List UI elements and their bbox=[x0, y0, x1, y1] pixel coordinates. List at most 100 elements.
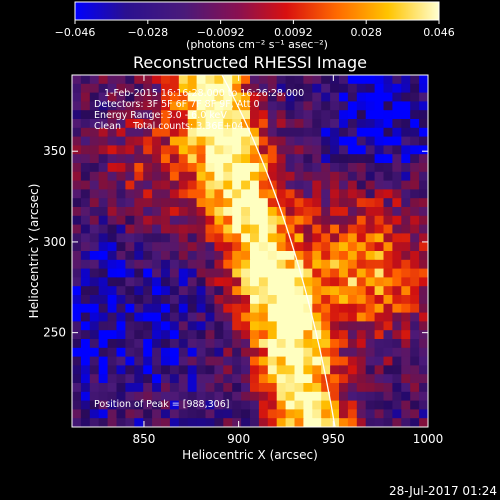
heatmap-cell bbox=[223, 110, 233, 120]
heatmap-cell bbox=[321, 418, 331, 427]
heatmap-cell bbox=[161, 295, 171, 305]
heatmap-cell bbox=[347, 75, 358, 85]
heatmap-cell bbox=[374, 303, 385, 314]
heatmap-cell bbox=[205, 286, 215, 296]
heatmap-cell bbox=[312, 127, 322, 138]
heatmap-cell bbox=[107, 286, 118, 296]
heatmap-cell bbox=[80, 356, 91, 366]
heatmap-cell bbox=[276, 330, 287, 340]
heatmap-cell bbox=[187, 207, 198, 217]
heatmap-cell bbox=[321, 233, 331, 243]
heatmap-cell bbox=[392, 101, 402, 111]
heatmap-cell bbox=[258, 233, 269, 243]
heatmap-cell bbox=[250, 268, 260, 278]
heatmap-cell bbox=[258, 312, 269, 322]
heatmap-cell bbox=[383, 356, 393, 366]
heatmap-cell bbox=[365, 339, 376, 349]
heatmap-cell bbox=[143, 92, 153, 102]
heatmap-cell bbox=[178, 286, 189, 296]
heatmap-cell bbox=[72, 391, 82, 402]
heatmap-cell bbox=[312, 224, 322, 234]
heatmap-cell bbox=[89, 383, 100, 393]
heatmap-cell bbox=[365, 207, 376, 217]
heatmap-cell bbox=[89, 171, 100, 182]
heatmap-cell bbox=[134, 242, 144, 252]
heatmap-cell bbox=[250, 347, 260, 358]
heatmap-cell bbox=[321, 400, 331, 410]
heatmap-cell bbox=[98, 180, 109, 190]
heatmap-cell bbox=[294, 339, 304, 349]
heatmap-cell bbox=[134, 321, 144, 331]
heatmap-cell bbox=[89, 339, 100, 349]
heatmap-cell bbox=[214, 189, 224, 199]
heatmap-cell bbox=[356, 101, 367, 111]
heatmap-cell bbox=[98, 356, 109, 366]
heatmap-cell bbox=[187, 330, 198, 340]
x-tick-label: 950 bbox=[322, 432, 345, 446]
heatmap-cell bbox=[72, 224, 82, 234]
heatmap-cell bbox=[410, 347, 420, 358]
heatmap-cell bbox=[339, 268, 349, 278]
heatmap-cell bbox=[241, 171, 251, 182]
heatmap-cell bbox=[223, 145, 233, 155]
heatmap-cell bbox=[267, 251, 278, 261]
heatmap-cell bbox=[294, 365, 304, 375]
heatmap-cell bbox=[294, 268, 304, 278]
heatmap-cell bbox=[241, 180, 251, 190]
heatmap-cell bbox=[339, 83, 349, 94]
heatmap-cell bbox=[107, 207, 118, 217]
heatmap-cell bbox=[214, 400, 224, 410]
heatmap-cell bbox=[196, 277, 207, 287]
heatmap-cell bbox=[285, 171, 296, 182]
x-axis-label: Heliocentric X (arcsec) bbox=[182, 448, 318, 462]
heatmap-cell bbox=[241, 83, 251, 94]
heatmap-cell bbox=[161, 145, 171, 155]
heatmap-cell bbox=[169, 136, 180, 146]
heatmap-cell bbox=[223, 189, 233, 199]
heatmap-cell bbox=[365, 145, 376, 155]
heatmap-cell bbox=[294, 207, 304, 217]
heatmap-cell bbox=[392, 180, 402, 190]
heatmap-cell bbox=[107, 198, 118, 208]
heatmap-cell bbox=[152, 356, 162, 366]
heatmap-cell bbox=[241, 374, 251, 384]
heatmap-cell bbox=[72, 251, 82, 261]
heatmap-cell bbox=[89, 215, 100, 226]
heatmap-cell bbox=[232, 198, 242, 208]
heatmap-cell bbox=[356, 110, 367, 120]
heatmap-cell bbox=[196, 268, 207, 278]
heatmap-cell bbox=[339, 374, 349, 384]
heatmap-cell bbox=[161, 110, 171, 120]
heatmap-cell bbox=[419, 383, 428, 393]
heatmap-cell bbox=[178, 163, 189, 173]
heatmap-cell bbox=[303, 110, 313, 120]
heatmap-cell bbox=[276, 145, 287, 155]
heatmap-cell bbox=[303, 154, 313, 164]
heatmap-cell bbox=[383, 251, 393, 261]
heatmap-cell bbox=[347, 145, 358, 155]
heatmap-cell bbox=[107, 374, 118, 384]
heatmap-cell bbox=[392, 251, 402, 261]
heatmap-cell bbox=[419, 312, 428, 322]
heatmap-cell bbox=[205, 418, 215, 427]
heatmap-cell bbox=[258, 180, 269, 190]
heatmap-cell bbox=[178, 207, 189, 217]
heatmap-cell bbox=[392, 409, 402, 419]
heatmap-cell bbox=[267, 75, 278, 85]
heatmap-cell bbox=[116, 409, 126, 419]
heatmap-cell bbox=[178, 215, 189, 226]
heatmap-cell bbox=[383, 295, 393, 305]
heatmap-cell bbox=[196, 92, 207, 102]
heatmap-cell bbox=[410, 215, 420, 226]
heatmap-cell bbox=[312, 356, 322, 366]
heatmap-cell bbox=[383, 374, 393, 384]
heatmap-cell bbox=[169, 224, 180, 234]
heatmap-cell bbox=[169, 215, 180, 226]
heatmap-cell bbox=[232, 127, 242, 138]
heatmap-cell bbox=[241, 418, 251, 427]
heatmap-cell bbox=[80, 295, 91, 305]
heatmap-cell bbox=[169, 303, 180, 314]
heatmap-cell bbox=[374, 330, 385, 340]
heatmap-cell bbox=[383, 383, 393, 393]
heatmap-cell bbox=[223, 233, 233, 243]
